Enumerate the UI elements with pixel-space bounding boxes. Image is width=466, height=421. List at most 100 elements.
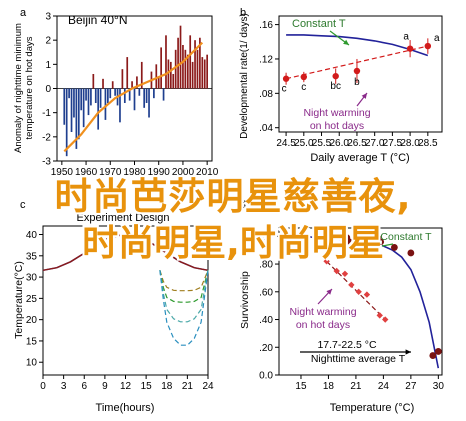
anomaly-bar	[99, 88, 102, 108]
anomaly-bar	[191, 61, 194, 89]
anomaly-bar	[75, 88, 78, 149]
anomaly-bar	[87, 88, 90, 116]
panel-label-A: a	[20, 7, 27, 19]
anomaly-bar	[199, 37, 201, 89]
y-tick-label-C: 35	[26, 251, 38, 262]
y-tick-label-B: .04	[259, 123, 273, 134]
anomaly-bar	[121, 69, 124, 89]
anomaly-bar	[92, 74, 95, 89]
warming-point-D	[348, 281, 355, 289]
warming-point-B	[406, 45, 414, 52]
anomaly-bar	[172, 74, 175, 89]
temperature-series-C	[159, 270, 209, 303]
y-tick-label-A: 2	[45, 36, 51, 47]
warming-label-B: Night warming	[303, 107, 370, 119]
warming-point-D	[363, 291, 371, 298]
x-tick-label-B: 27.0	[365, 138, 385, 149]
anomaly-bar	[201, 57, 204, 89]
anomaly-bar	[119, 88, 121, 123]
anomaly-bar	[90, 88, 92, 106]
x-tick-label-B: 28.0	[400, 138, 420, 149]
warming-point-B	[332, 72, 339, 80]
y-tick-label-A: 1	[45, 60, 51, 71]
warming-point-D	[323, 258, 330, 265]
average-label-D: Nighttime average T	[311, 353, 406, 365]
anomaly-bar	[65, 88, 68, 157]
anomaly-bar	[169, 61, 172, 89]
anomaly-bar	[123, 88, 126, 103]
warming-arrow-B-head	[361, 93, 367, 99]
warming-label-B: on hot days	[310, 120, 364, 132]
y-tick-label-D: .80	[259, 260, 273, 271]
x-tick-label-A: 1980	[123, 167, 146, 178]
constant-label-D: Constant T	[380, 231, 432, 243]
warming-point-B	[282, 75, 290, 82]
warming-point-D	[382, 316, 389, 323]
anomaly-bar	[177, 37, 179, 89]
anomaly-bar	[186, 54, 189, 89]
x-tick-label-D: 18	[323, 381, 335, 392]
anomaly-bar	[160, 47, 162, 89]
anomaly-bar	[131, 81, 133, 89]
anomaly-bar	[94, 88, 97, 103]
x-tick-label-B: 28.5	[418, 138, 438, 149]
anomaly-bar	[203, 59, 206, 89]
constant-arrow-D-head	[372, 244, 378, 250]
temperature-series-C	[159, 270, 209, 323]
anomaly-bar	[104, 88, 107, 120]
y-axis-label-A: temperature on hot days	[24, 36, 35, 139]
anomaly-bar	[174, 49, 177, 89]
panel-label-B: b	[240, 7, 246, 19]
warming-point-D	[355, 288, 362, 295]
x-tick-label-C: 12	[120, 381, 132, 392]
anomaly-bar	[133, 88, 136, 111]
x-tick-label-A: 1990	[148, 167, 171, 178]
y-tick-label-C: 25	[26, 294, 38, 305]
x-tick-label-B: 25.5	[312, 138, 332, 149]
y-axis-label-C: Temperature(°C)	[13, 261, 25, 339]
x-tick-label-A: 2000	[172, 167, 195, 178]
y-axis-label-D: Survivorship	[239, 271, 251, 329]
significance-letter-B: a	[403, 32, 409, 43]
trend-line-A	[63, 41, 204, 153]
warming-label-D: on hot days	[296, 319, 350, 331]
y-tick-label-D: 1.00	[254, 232, 274, 243]
x-tick-label-A: 2010	[196, 167, 219, 178]
anomaly-bar	[189, 35, 192, 89]
warming-point-D	[376, 312, 383, 319]
average-arrow-D-head	[405, 349, 411, 355]
constant-point-D	[434, 348, 442, 355]
y-tick-label-C: 40	[26, 230, 38, 241]
plot-frame-B	[278, 15, 443, 133]
constant-label-B: Constant T	[292, 18, 346, 30]
warming-point-B	[300, 73, 308, 81]
anomaly-bar	[153, 88, 155, 99]
x-tick-label-D: 30	[433, 381, 445, 392]
y-tick-label-C: 15	[26, 336, 38, 347]
anomaly-bar	[157, 76, 160, 89]
temperature-series-C	[159, 270, 209, 292]
y-tick-label-C: 20	[26, 315, 38, 326]
anomaly-bar	[184, 49, 187, 89]
anomaly-bar	[179, 25, 182, 89]
x-axis-label-C: Time(hours)	[96, 402, 155, 414]
constant-arrow-B-head	[343, 39, 349, 45]
plot-frame-D	[278, 227, 443, 376]
anomaly-bar	[77, 88, 80, 140]
x-tick-label-C: 9	[102, 381, 108, 392]
anomaly-bar	[145, 88, 148, 103]
design-label-C: Experiment Design	[77, 212, 170, 224]
x-tick-label-D: 27	[405, 381, 417, 392]
anomaly-bar	[165, 35, 167, 89]
anomaly-bar	[82, 88, 85, 128]
anomaly-bar	[63, 88, 66, 125]
x-tick-label-B: 26.0	[330, 138, 350, 149]
anomaly-bar	[111, 81, 114, 89]
significance-letter-B: c	[282, 84, 287, 95]
anomaly-bar	[68, 88, 70, 99]
panel-label-C: c	[20, 199, 26, 211]
station-label-A: Beijin 40°N	[68, 13, 128, 27]
y-tick-label-D: 0.0	[259, 371, 273, 382]
constant-point-D	[346, 238, 353, 246]
